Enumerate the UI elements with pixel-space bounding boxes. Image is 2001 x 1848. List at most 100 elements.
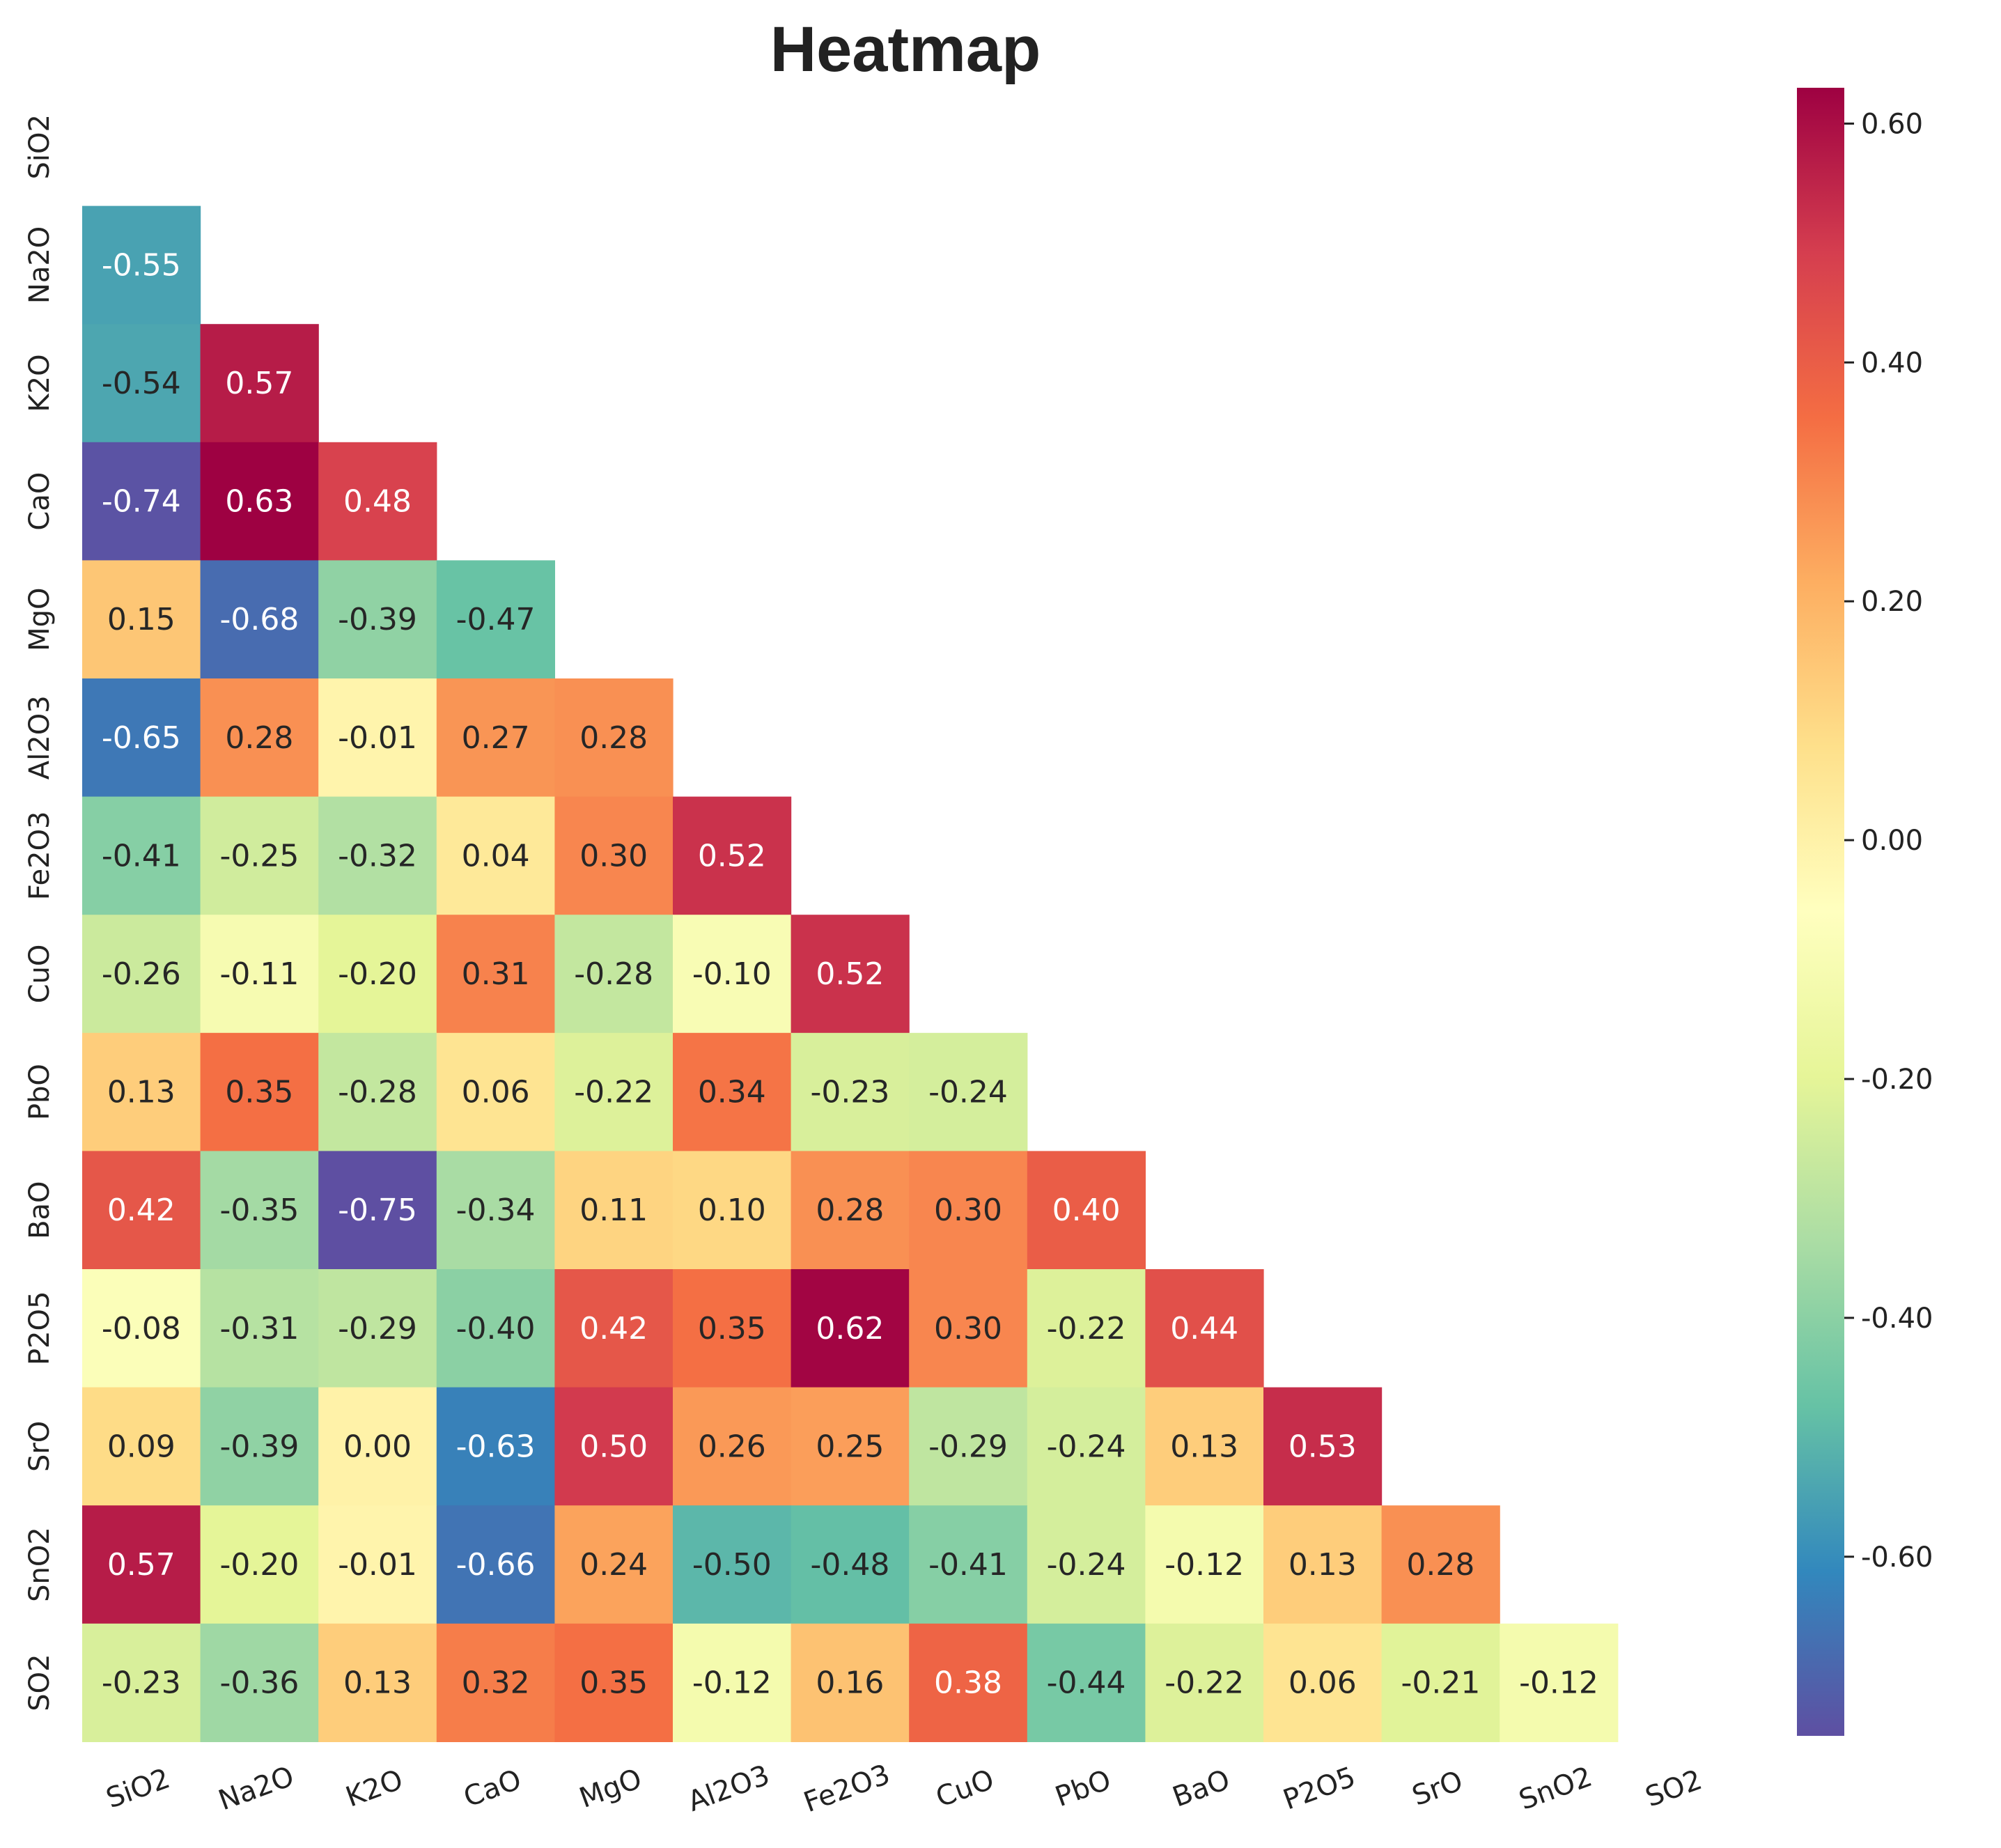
colorbar-tick-label: -0.40 <box>1861 1303 1933 1335</box>
y-tick-label: BaO <box>24 1181 56 1239</box>
heatmap-cell <box>673 1269 792 1388</box>
cell-value-label: 0.06 <box>462 1075 530 1110</box>
heatmap-cell <box>82 1269 201 1388</box>
cell-value-label: 0.42 <box>107 1193 176 1228</box>
heatmap-cell <box>436 796 555 915</box>
cell-value-label: -0.12 <box>1519 1665 1598 1701</box>
heatmap-cell <box>791 1623 910 1742</box>
heatmap-cell <box>436 1032 555 1151</box>
heatmap-cell <box>82 205 201 325</box>
heatmap-cell <box>318 1387 437 1506</box>
cell-value-label: 0.40 <box>1052 1193 1121 1228</box>
cell-value-label: -0.24 <box>1047 1547 1126 1583</box>
cell-value-label: -0.50 <box>692 1547 772 1583</box>
cell-value-label: -0.28 <box>574 956 653 992</box>
heatmap-cell <box>673 796 792 915</box>
cell-value-label: -0.12 <box>692 1665 772 1701</box>
cell-value-label: 0.13 <box>343 1665 412 1701</box>
heatmap-cell <box>318 1623 437 1742</box>
cell-value-label: -0.41 <box>928 1547 1008 1583</box>
cell-value-label: 0.53 <box>1288 1429 1357 1464</box>
cell-value-label: -0.31 <box>219 1311 299 1346</box>
heatmap-cell <box>791 1269 910 1388</box>
colorbar-tick-label: 0.20 <box>1861 586 1923 618</box>
heatmap-cell <box>436 560 555 679</box>
cell-value-label: 0.10 <box>698 1193 766 1228</box>
cell-value-label: -0.10 <box>692 956 772 992</box>
cell-value-label: 0.16 <box>816 1665 884 1701</box>
heatmap-cell <box>1381 1623 1500 1742</box>
x-tick-label: CuO <box>932 1764 998 1814</box>
heatmap-cell <box>318 1151 437 1270</box>
heatmap-cell <box>554 1151 674 1270</box>
heatmap-cell <box>1500 1623 1619 1742</box>
cell-value-label: -0.48 <box>810 1547 889 1583</box>
cell-value-label: 0.04 <box>462 838 530 873</box>
heatmap-cell <box>82 1032 201 1151</box>
heatmap-cell <box>1263 1505 1383 1624</box>
colorbar-tick-label: 0.40 <box>1861 347 1923 379</box>
x-tick-label: Al2O3 <box>684 1760 774 1819</box>
heatmap-cell <box>318 796 437 915</box>
cell-value-label: -0.24 <box>928 1075 1008 1110</box>
cell-value-label: -0.26 <box>102 956 181 992</box>
x-tick-label: SO2 <box>1642 1764 1706 1813</box>
heatmap-cell <box>82 796 201 915</box>
cell-value-label: -0.01 <box>338 720 417 756</box>
heatmap-cell <box>554 915 674 1034</box>
heatmap-cell <box>673 1032 792 1151</box>
x-tick-label: MgO <box>575 1763 646 1815</box>
cell-value-label: -0.66 <box>456 1547 536 1583</box>
heatmap-cell <box>200 678 319 798</box>
heatmap-cell <box>1145 1505 1264 1624</box>
cell-value-label: 0.52 <box>816 956 884 992</box>
cell-value-label: -0.35 <box>219 1193 299 1228</box>
heatmap-cell <box>673 1505 792 1624</box>
cell-value-label: -0.22 <box>574 1075 653 1110</box>
cell-value-label: -0.29 <box>928 1429 1008 1464</box>
cell-value-label: 0.48 <box>343 484 412 520</box>
cell-value-label: -0.08 <box>102 1311 181 1346</box>
heatmap-cell <box>1027 1623 1146 1742</box>
heatmap-cell <box>200 1387 319 1506</box>
heatmap-cell <box>1027 1505 1146 1624</box>
heatmap-cell <box>909 1387 1028 1506</box>
cell-value-label: -0.24 <box>1047 1429 1126 1464</box>
cell-value-label: -0.22 <box>1047 1311 1126 1346</box>
heatmap-cell <box>200 1269 319 1388</box>
heatmap-cell <box>82 1623 201 1742</box>
cell-value-label: 0.35 <box>579 1665 648 1701</box>
cell-value-label: 0.57 <box>107 1547 176 1583</box>
cell-value-label: 0.30 <box>934 1311 1002 1346</box>
cell-value-label: 0.30 <box>934 1193 1002 1228</box>
heatmap-cell <box>791 915 910 1034</box>
heatmap-cell <box>1263 1623 1383 1742</box>
cell-value-label: -0.47 <box>456 602 536 637</box>
y-tick-label: P2O5 <box>24 1291 56 1366</box>
heatmap-cell <box>1145 1387 1264 1506</box>
heatmap-cell <box>673 915 792 1034</box>
heatmap-cell <box>673 1151 792 1270</box>
heatmap-cell <box>318 560 437 679</box>
cell-value-label: -0.11 <box>219 956 299 992</box>
heatmap-cell <box>554 1269 674 1388</box>
heatmap-cell <box>673 1623 792 1742</box>
cell-value-label: 0.28 <box>225 720 293 756</box>
cell-value-label: -0.74 <box>102 484 181 520</box>
y-tick-label: SrO <box>24 1421 56 1472</box>
heatmap-cell <box>82 1151 201 1270</box>
cell-value-label: 0.52 <box>698 838 766 873</box>
cell-value-label: 0.28 <box>579 720 648 756</box>
heatmap-cell <box>318 1269 437 1388</box>
heatmap-cell <box>1027 1387 1146 1506</box>
heatmap-cell <box>1381 1505 1500 1624</box>
cell-value-label: 0.28 <box>1406 1547 1474 1583</box>
cell-value-label: 0.13 <box>1288 1547 1357 1583</box>
cell-value-label: 0.27 <box>462 720 530 756</box>
heatmap-cell <box>318 442 437 561</box>
y-axis-tick-labels: SiO2 Na2O K2O CaO MgO Al2O3 Fe2O3 CuO PbO BaO P2O5… <box>24 114 56 1711</box>
cell-value-label: 0.44 <box>1170 1311 1238 1346</box>
cell-value-label: 0.34 <box>698 1075 766 1110</box>
cell-value-label: -0.25 <box>219 838 299 873</box>
